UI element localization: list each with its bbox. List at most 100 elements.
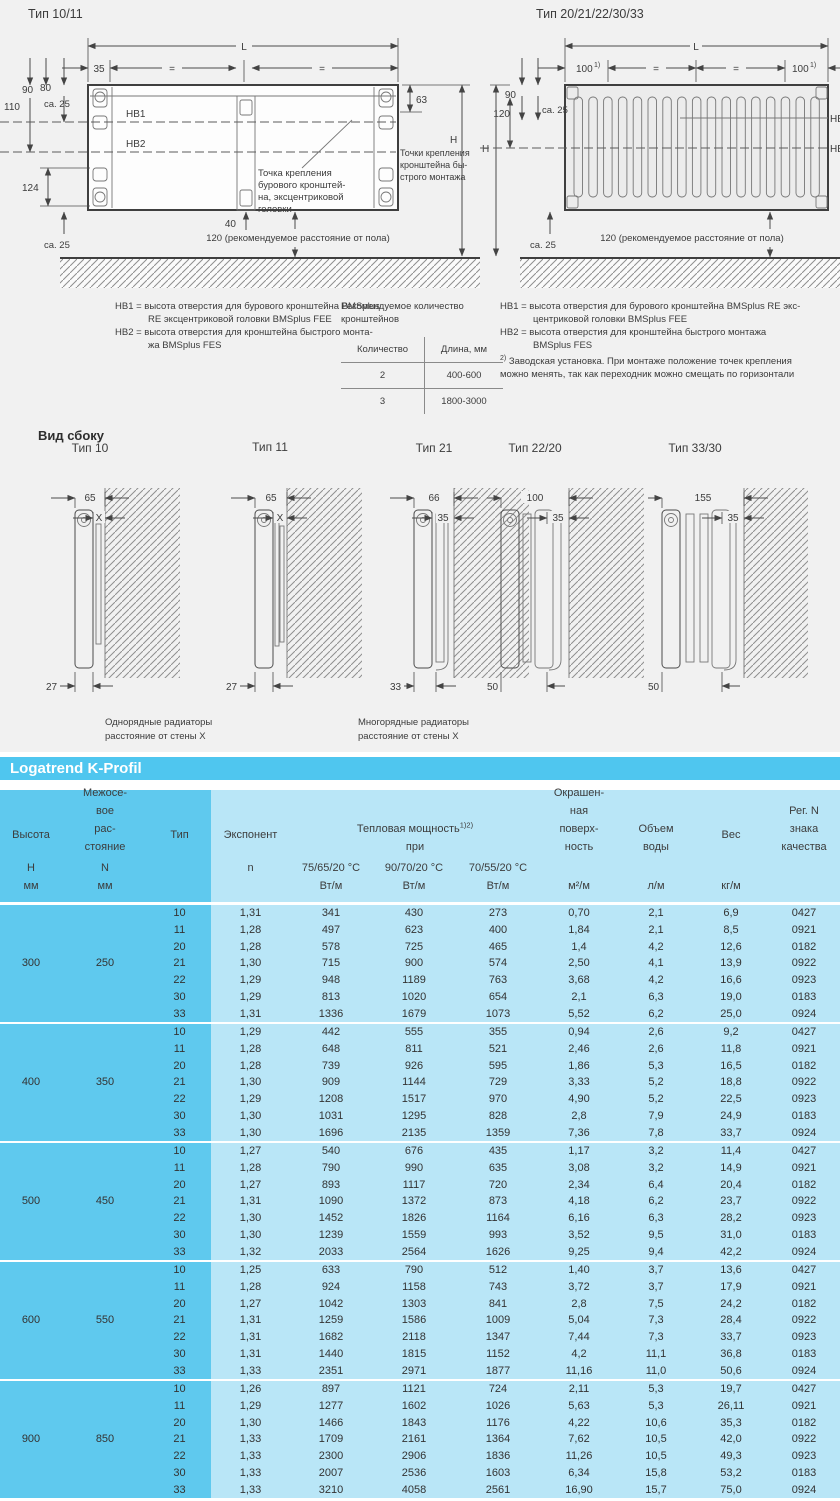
cell-power-90-70: 1295	[401, 1109, 427, 1122]
front-view-type-20-33-diagram: Тип 20/21/22/30/33	[480, 7, 840, 288]
cell-weight: 33,7	[720, 1126, 742, 1139]
cell-height	[0, 1295, 62, 1312]
note-drill-bracket-point: Точка крепления бурового кронштей- на, э…	[258, 168, 345, 215]
cell-reg-number: 0921	[791, 1400, 817, 1413]
cell-volume: 7,5	[648, 1297, 664, 1310]
cell-power-75-65: 2300	[318, 1450, 344, 1463]
hb-legend-right: HB1 = высота отверстия для бурового крон…	[500, 300, 800, 381]
cell-type: 21	[173, 1076, 186, 1089]
cell-volume: 6,2	[648, 1195, 664, 1208]
cell-spacing	[62, 1005, 148, 1022]
cell-height	[0, 1210, 62, 1227]
cell-type: 30	[173, 1109, 186, 1122]
cell-type: 20	[173, 940, 186, 953]
cell-reg-number: 0183	[791, 1228, 817, 1241]
cell-spacing	[62, 1398, 148, 1415]
cell-type: 30	[173, 1347, 186, 1360]
cell-type: 33	[173, 1007, 186, 1020]
legend-line: жа BMSplus FES	[148, 340, 222, 351]
cell-power-75-65: 1277	[318, 1400, 344, 1413]
cell-spacing	[62, 1124, 148, 1141]
cell-power-70-55: 828	[488, 1109, 508, 1122]
cell-power-90-70: 790	[404, 1264, 424, 1277]
cell-volume: 4,2	[648, 974, 664, 987]
cell-power-90-70: 555	[404, 1026, 424, 1039]
floor-distance-note: 120 (рекомендуемое расстояние от пола)	[206, 233, 390, 244]
cell-volume: 5,2	[648, 1093, 664, 1106]
cell-power-90-70: 900	[404, 957, 424, 970]
cell-surface: 16,90	[565, 1483, 593, 1496]
header-volume: Объем воды	[638, 823, 674, 853]
dim-ca25-bottom: ca. 25	[44, 240, 70, 251]
table-row: 10 1,29 442 555 355 0,94 2,6 9,2 0427	[0, 1024, 840, 1041]
table-row: 900 850 21 1,33 1709 2161 1364 7,62 10,5 42,0 0922	[0, 1431, 840, 1448]
cell-volume: 15,8	[645, 1466, 667, 1479]
cell-type: 22	[173, 1450, 186, 1463]
cell-type: 20	[173, 1297, 186, 1310]
dim-bottom-depth: 27	[46, 682, 58, 693]
cell-reg-number: 0183	[791, 1109, 817, 1122]
cell-surface: 7,44	[568, 1331, 590, 1344]
cell-height	[0, 1143, 62, 1160]
note-quick-mount-points: Точки крепления кронштейна бы- строго мо…	[400, 148, 470, 182]
cell-exponent: 1,28	[239, 924, 262, 937]
table-row: 20 1,28 578 725 465 1,4 4,2 12,6 0182	[0, 938, 840, 955]
cell-reg-number: 0182	[791, 1059, 817, 1072]
cell-height	[0, 1024, 62, 1041]
cell-type: 33	[173, 1364, 186, 1377]
header-type: Тип	[170, 829, 189, 841]
cell-power-90-70: 1815	[401, 1347, 427, 1360]
cell-weight: 23,7	[720, 1195, 742, 1208]
caption-single-row: Однорядные радиаторы расстояние от стены…	[105, 717, 213, 742]
cell-type: 21	[173, 1195, 186, 1208]
svg-text:кронштейна бы-: кронштейна бы-	[400, 160, 467, 170]
cell-exponent: 1,28	[239, 940, 262, 953]
cell-volume: 10,5	[645, 1450, 667, 1463]
table-row: 11 1,28 497 623 400 1,84 2,1 8,5 0921	[0, 922, 840, 939]
cell-surface: 6,16	[568, 1212, 590, 1225]
dim-100-right: 100	[792, 64, 809, 75]
side-view-heading: Вид сбоку	[38, 428, 105, 443]
cell-weight: 13,6	[720, 1264, 742, 1277]
side-view-title-type22-20: Тип 22/20	[508, 441, 562, 455]
cell-height	[0, 1091, 62, 1108]
cell-power-70-55: 970	[488, 1093, 508, 1106]
table-row: 33 1,33 3210 4058 2561 16,90 15,7 75,0 0924	[0, 1481, 840, 1498]
cell-power-75-65: 1042	[318, 1297, 344, 1310]
cell-type: 33	[173, 1483, 186, 1496]
cell-power-75-65: 1336	[318, 1007, 344, 1020]
cell-spacing	[62, 1024, 148, 1041]
cell-spacing: 850	[95, 1433, 115, 1446]
cell-reg-number: 0924	[791, 1007, 817, 1020]
cell-power-70-55: 1836	[485, 1450, 511, 1463]
side-view-title-type33-30: Тип 33/30	[668, 441, 722, 455]
dim-overall-depth: 65	[265, 493, 277, 504]
table-row: 22 1,30 1452 1826 1164 6,16 6,3 28,2 0923	[0, 1210, 840, 1227]
cell-reg-number: 0923	[791, 1212, 817, 1225]
svg-text:бурового кронштей-: бурового кронштей-	[258, 180, 345, 191]
cell-type: 21	[173, 1433, 186, 1446]
cell-reg-number: 0183	[791, 1347, 817, 1360]
cell-type: 20	[173, 1416, 186, 1429]
cell-reg-number: 0183	[791, 990, 817, 1003]
cell-height	[0, 1176, 62, 1193]
dim-L: L	[241, 42, 247, 53]
cell-weight: 6,9	[723, 907, 739, 920]
legend-line: HB2 = высота отверстия для кронштейна бы…	[115, 327, 373, 338]
cell-reg-number: 0924	[791, 1483, 817, 1496]
cell-weight: 28,4	[720, 1314, 742, 1327]
cell-volume: 3,2	[648, 1162, 664, 1175]
cell-spacing	[62, 1057, 148, 1074]
cell-reg-number: 0182	[791, 940, 817, 953]
cell-power-70-55: 1603	[485, 1466, 511, 1479]
cell-weight: 18,8	[720, 1076, 742, 1089]
cell-exponent: 1,30	[239, 1416, 262, 1429]
cell-volume: 7,3	[648, 1314, 664, 1327]
cell-height	[0, 1362, 62, 1379]
cell-height	[0, 972, 62, 989]
cell-spacing	[62, 1481, 148, 1498]
dim-ca25-top: ca. 25	[542, 105, 568, 116]
cell-power-90-70: 1843	[401, 1416, 427, 1429]
brackets-cell: 1800-3000	[441, 396, 487, 407]
